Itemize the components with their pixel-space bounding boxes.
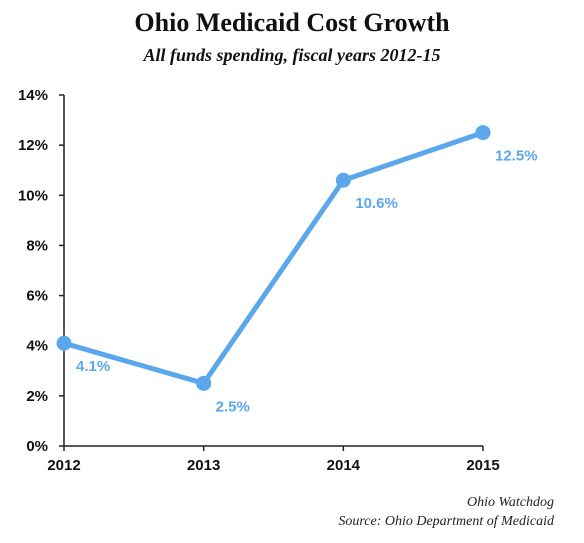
y-tick-label: 14%	[18, 87, 48, 104]
y-tick-label: 2%	[26, 388, 48, 405]
y-tick-label: 8%	[26, 237, 48, 254]
y-tick-label: 10%	[18, 187, 48, 204]
chart-title: Ohio Medicaid Cost Growth	[134, 8, 450, 37]
chart-subtitle: All funds spending, fiscal years 2012-15	[143, 45, 441, 65]
data-labels: 4.1% 2.5% 10.6% 12.5%	[76, 148, 538, 416]
y-axis-ticks: 0% 2% 4% 6% 8% 10% 12% 14%	[18, 87, 64, 455]
data-label: 2.5%	[216, 398, 250, 415]
x-tick-label: 2012	[47, 457, 80, 474]
y-tick-label: 6%	[26, 288, 48, 305]
data-label: 4.1%	[76, 358, 110, 375]
data-point	[56, 335, 72, 351]
y-tick-label: 0%	[26, 438, 48, 455]
publisher-credit: Ohio Watchdog	[467, 495, 554, 510]
data-label: 10.6%	[355, 195, 398, 212]
source-credit: Source: Ohio Department of Medicaid	[338, 514, 554, 529]
data-point	[335, 172, 351, 188]
x-tick-label: 2014	[327, 457, 361, 474]
x-tick-label: 2015	[466, 457, 499, 474]
data-point	[196, 375, 212, 391]
y-tick-label: 12%	[18, 137, 48, 154]
x-tick-label: 2013	[187, 457, 220, 474]
y-tick-label: 4%	[26, 338, 48, 355]
data-label: 12.5%	[495, 148, 538, 165]
series	[56, 125, 491, 391]
series-line	[61, 130, 486, 386]
axes	[63, 95, 483, 447]
data-point	[475, 125, 491, 141]
x-axis-ticks: 2012 2013 2014 2015	[47, 446, 500, 474]
